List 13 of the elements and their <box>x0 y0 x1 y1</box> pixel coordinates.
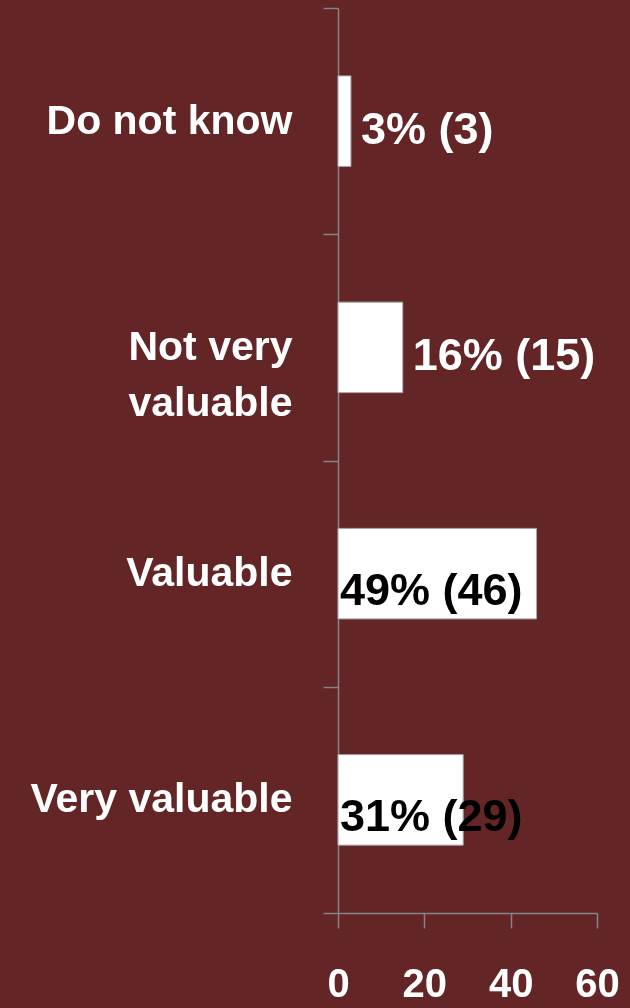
x-tick-label: 20 <box>402 960 448 1005</box>
y-tick-label: Not very valuable <box>128 322 293 425</box>
bar <box>337 301 404 394</box>
bar <box>337 75 352 167</box>
data-label: 3% (3) <box>360 103 494 155</box>
y-tick-label: Do not know <box>46 96 293 143</box>
data-label: 49% (46) <box>340 563 523 615</box>
x-tick-label: 40 <box>488 960 534 1005</box>
y-tick-label: Valuable <box>126 549 293 596</box>
data-label: 16% (15) <box>412 329 596 381</box>
x-tick-label: 0 <box>327 960 350 1005</box>
y-tick-label: Very valuable <box>30 775 293 822</box>
x-tick-label: 60 <box>575 960 620 1005</box>
